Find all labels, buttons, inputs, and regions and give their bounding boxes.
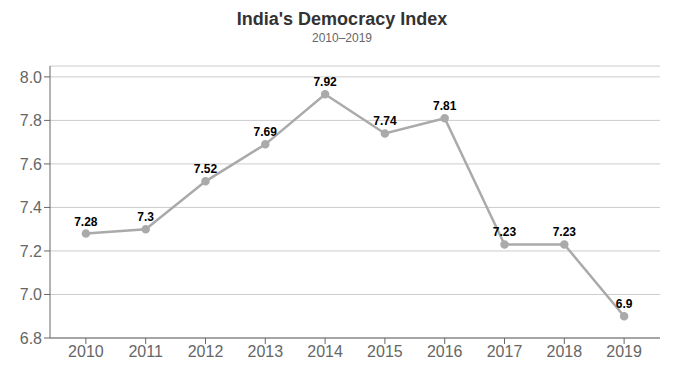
svg-text:7.81: 7.81 (433, 99, 457, 113)
svg-text:6.8: 6.8 (20, 330, 42, 347)
svg-text:2011: 2011 (128, 343, 163, 360)
svg-text:6.9: 6.9 (616, 297, 633, 311)
svg-text:7.2: 7.2 (20, 243, 42, 260)
svg-text:2017: 2017 (487, 343, 523, 360)
html-text:India's Democracy Index: India's Democracy Index (236, 9, 448, 29)
svg-text:7.6: 7.6 (20, 156, 42, 173)
svg-text:7.23: 7.23 (493, 225, 517, 239)
svg-text:2016: 2016 (427, 343, 463, 360)
svg-text:2013: 2013 (247, 343, 283, 360)
svg-text:2015: 2015 (367, 343, 403, 360)
html-text:2010–2019: 2010–2019 (312, 31, 372, 45)
svg-text:7.52: 7.52 (194, 162, 218, 176)
svg-text:2012: 2012 (188, 343, 224, 360)
svg-text:7.23: 7.23 (553, 225, 577, 239)
svg-text:7.69: 7.69 (254, 125, 278, 139)
svg-text:7.8: 7.8 (20, 112, 42, 129)
svg-text:2018: 2018 (547, 343, 583, 360)
svg-text:2010: 2010 (68, 343, 104, 360)
svg-text:8.0: 8.0 (20, 69, 42, 86)
svg-text:7.4: 7.4 (20, 199, 42, 216)
svg-text:7.3: 7.3 (137, 210, 154, 224)
svg-text:7.74: 7.74 (373, 114, 397, 128)
svg-text:7.0: 7.0 (20, 286, 42, 303)
svg-text:2014: 2014 (307, 343, 343, 360)
svg-text:7.92: 7.92 (313, 75, 337, 89)
svg-text:7.28: 7.28 (74, 215, 98, 229)
svg-text:2019: 2019 (606, 343, 642, 360)
